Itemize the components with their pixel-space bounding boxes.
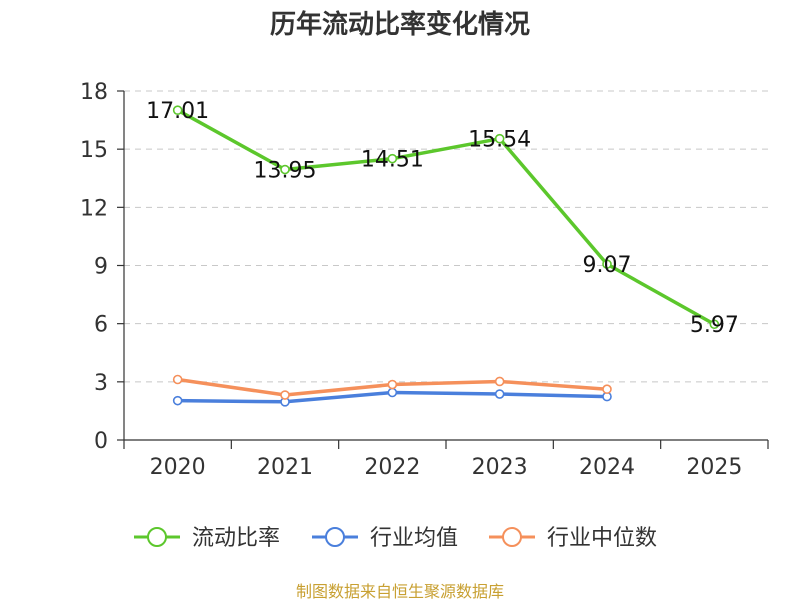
data-point: [387, 153, 398, 164]
data-point: [387, 379, 398, 390]
y-tick-label: 18: [80, 80, 108, 105]
x-tick-label: 2020: [150, 455, 206, 480]
legend-marker-2: [502, 527, 522, 547]
data-label: 14.51: [361, 148, 424, 173]
data-label: 5.97: [690, 313, 739, 338]
y-tick-label: 6: [94, 313, 108, 338]
y-tick-label: 9: [94, 255, 108, 280]
data-point: [709, 319, 720, 330]
legend-label-1: 行业均值: [370, 526, 458, 551]
data-point: [494, 389, 505, 399]
data-point: [280, 164, 290, 175]
y-tick-label: 0: [94, 429, 108, 454]
legend-label-0: 流动比率: [192, 526, 280, 551]
data-point: [602, 259, 612, 269]
data-labels: 17.01 13.95 14.51 15.54 9.07 5.97: [146, 99, 739, 338]
data-point: [494, 133, 505, 144]
data-point: [172, 395, 183, 406]
y-tick-label: 12: [80, 196, 108, 221]
x-tick-label: 2024: [579, 455, 635, 480]
chart-title: 历年流动比率变化情况: [269, 10, 530, 40]
data-point: [494, 376, 505, 387]
x-tick-label: 2025: [686, 455, 742, 480]
data-label: 15.54: [468, 128, 531, 153]
data-label: 17.01: [146, 99, 209, 124]
x-tick-label: 2021: [257, 455, 313, 480]
legend-marker-1: [325, 527, 345, 547]
data-label: 9.07: [583, 253, 632, 278]
series-line-0: [176, 108, 716, 326]
x-tick-label: 2022: [364, 455, 420, 480]
data-point: [280, 390, 290, 400]
legend-label-2: 行业中位数: [547, 526, 657, 551]
source-note: 制图数据来自恒生聚源数据库: [295, 582, 504, 601]
data-point: [172, 374, 183, 385]
x-tick-label: 2023: [472, 455, 528, 480]
data-point: [172, 105, 183, 115]
axes: 0 3 6 9 12 15 18 2020 2021 2022 2023 2024 2025: [80, 80, 769, 480]
legend-marker-0: [147, 527, 167, 547]
y-tick-label: 3: [94, 371, 108, 396]
data-point: [387, 387, 398, 398]
y-tick-label: 15: [80, 138, 108, 163]
data-label: 13.95: [254, 159, 317, 184]
legend: 流动比率 行业均值 行业中位数: [134, 526, 657, 551]
data-point: [602, 384, 612, 395]
series-group: [172, 105, 720, 407]
